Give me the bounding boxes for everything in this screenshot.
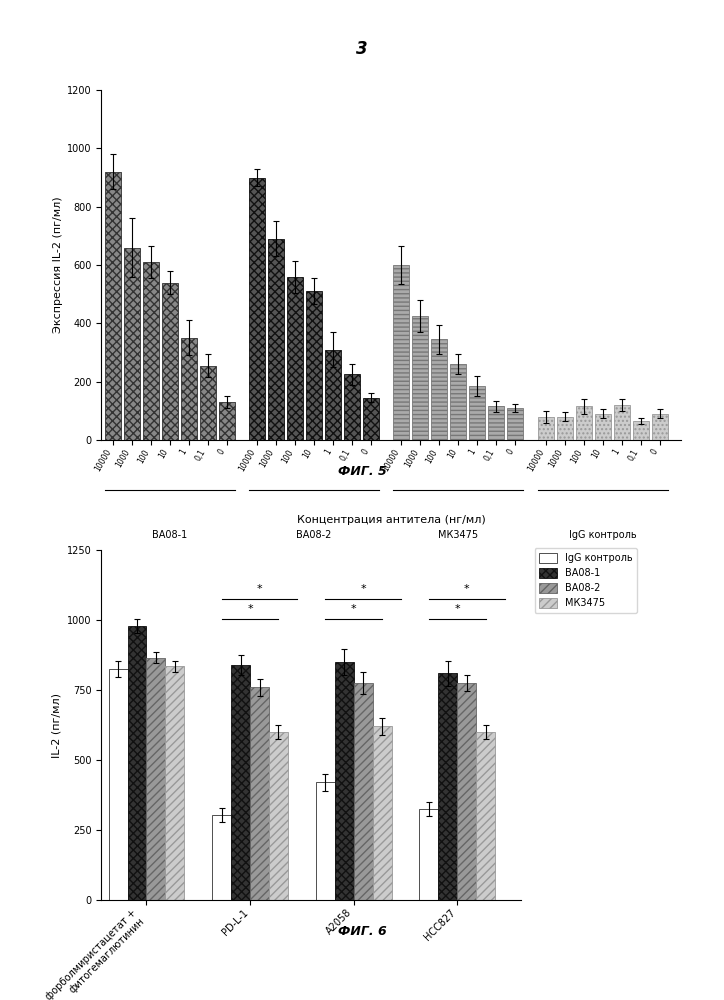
Bar (146, 658, 165, 900)
Y-axis label: Экспрессия IL-2 (пг/мл): Экспрессия IL-2 (пг/мл) (53, 197, 63, 333)
Bar (200, 366, 216, 440)
Bar (413, 316, 429, 440)
Bar (105, 172, 121, 440)
Bar (458, 683, 476, 900)
Bar (316, 782, 334, 900)
Bar (306, 291, 322, 440)
Bar (432, 339, 447, 440)
Bar (373, 726, 392, 900)
Bar (325, 350, 341, 440)
Text: ФИГ. 6: ФИГ. 6 (337, 925, 387, 938)
Bar (143, 262, 159, 440)
Bar (469, 386, 485, 440)
Bar (219, 402, 235, 440)
Bar (614, 405, 630, 440)
Bar (165, 666, 185, 900)
Text: 3: 3 (356, 40, 368, 58)
Bar (161, 282, 178, 440)
Bar (393, 265, 410, 440)
Bar (127, 626, 146, 900)
Legend: IgG контроль, ВА08-1, ВА08-2, МК3475: IgG контроль, ВА08-1, ВА08-2, МК3475 (534, 548, 637, 613)
Bar (181, 338, 197, 440)
Bar (353, 683, 373, 900)
X-axis label: Концентрация антитела (нг/мл): Концентрация антитела (нг/мл) (297, 515, 485, 525)
Bar (633, 421, 649, 440)
Bar (212, 815, 231, 900)
Text: ВА08-2: ВА08-2 (296, 530, 332, 540)
Text: ФИГ. 5: ФИГ. 5 (337, 465, 387, 478)
Bar (124, 247, 140, 440)
Bar (538, 417, 554, 440)
Bar (419, 809, 438, 900)
Bar (231, 665, 250, 900)
Text: *: * (351, 604, 356, 614)
Bar (488, 406, 505, 440)
Bar (250, 687, 269, 900)
Y-axis label: IL-2 (пг/мл): IL-2 (пг/мл) (51, 692, 62, 758)
Text: *: * (257, 584, 262, 594)
Bar (652, 414, 668, 440)
Bar (438, 673, 458, 900)
Text: *: * (464, 584, 470, 594)
Bar (450, 364, 466, 440)
Bar (109, 669, 127, 900)
Bar (344, 374, 360, 440)
Bar (576, 406, 592, 440)
Bar (268, 239, 284, 440)
Bar (594, 414, 611, 440)
Bar (508, 408, 523, 440)
Bar (557, 417, 573, 440)
Bar (249, 178, 265, 440)
Bar (334, 662, 353, 900)
Text: *: * (361, 584, 366, 594)
Bar (287, 277, 303, 440)
Text: *: * (455, 604, 460, 614)
Bar (363, 398, 379, 440)
Text: МК3475: МК3475 (438, 530, 479, 540)
Bar (476, 732, 495, 900)
Text: *: * (247, 604, 253, 614)
Text: IgG контроль: IgG контроль (569, 530, 636, 540)
Bar (269, 732, 288, 900)
Text: ВА08-1: ВА08-1 (152, 530, 188, 540)
